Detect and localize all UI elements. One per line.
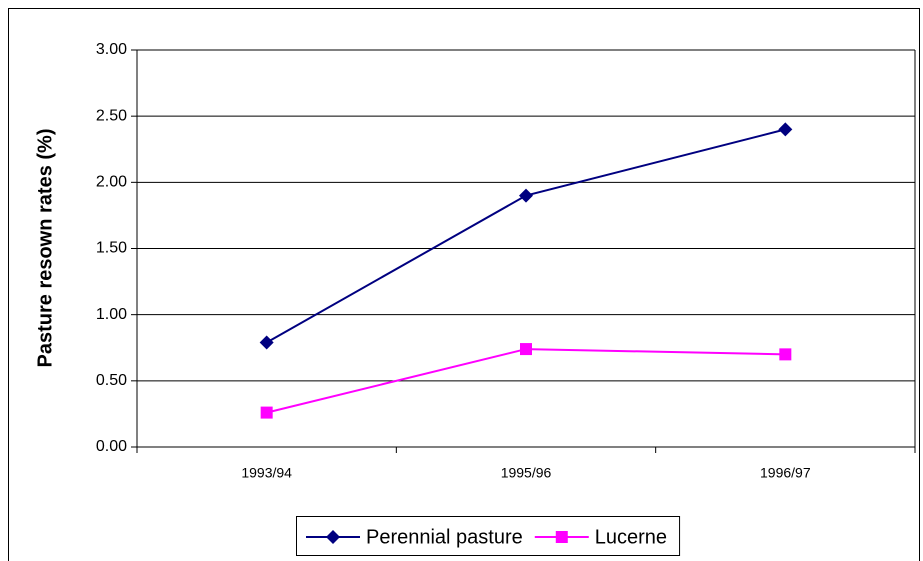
x-tick-label: 1995/96 xyxy=(501,465,552,481)
y-tick-label: 3.00 xyxy=(96,41,127,58)
y-tick-label: 0.00 xyxy=(96,438,127,455)
y-tick-label: 2.50 xyxy=(96,107,127,124)
y-tick-label: 0.50 xyxy=(96,372,127,389)
legend-marker xyxy=(555,531,568,543)
y-tick-label: 1.00 xyxy=(96,306,127,323)
y-tick-label: 1.50 xyxy=(96,240,127,257)
marker xyxy=(778,122,793,137)
marker xyxy=(519,188,533,203)
marker xyxy=(259,335,274,350)
marker xyxy=(260,406,273,419)
legend: Perennial pasture Lucerne xyxy=(296,516,681,556)
legend-marker xyxy=(326,530,340,544)
y-tick-label: 2.00 xyxy=(96,174,127,191)
chart-frame xyxy=(8,8,920,561)
series-line xyxy=(266,128,786,344)
legend-box xyxy=(296,516,681,556)
legend-label: Perennial pasture xyxy=(366,526,523,548)
legend-label: Lucerne xyxy=(595,526,667,548)
x-tick-label: 1993/94 xyxy=(241,465,292,481)
marker xyxy=(779,348,792,361)
x-tick-label: 1996/97 xyxy=(760,465,811,481)
marker xyxy=(520,343,532,356)
y-axis-label: Pasture resown rates (%) xyxy=(34,129,56,368)
